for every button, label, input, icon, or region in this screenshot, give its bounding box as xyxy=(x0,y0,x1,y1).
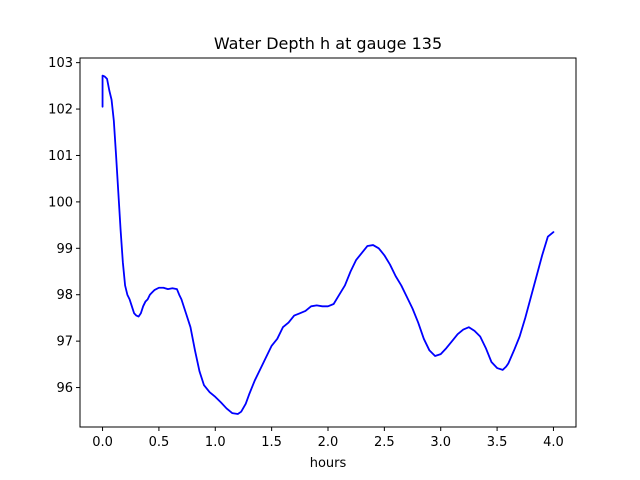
x-tick-label: 1.5 xyxy=(261,435,282,450)
y-tick-label: 99 xyxy=(56,242,73,257)
x-tick-label: 3.0 xyxy=(430,435,451,450)
x-axis-ticks: 0.0 0.5 1.0 1.5 2.0 2.5 3.0 3.5 4.0 xyxy=(92,427,564,450)
y-axis-ticks: 96 97 98 99 100 101 102 103 xyxy=(48,56,80,396)
x-tick-label: 2.5 xyxy=(374,435,395,450)
y-tick-label: 100 xyxy=(48,195,73,210)
y-tick-label: 102 xyxy=(48,103,73,118)
y-tick-label: 103 xyxy=(48,56,73,71)
x-tick-label: 3.5 xyxy=(487,435,508,450)
series-layer xyxy=(101,74,555,415)
y-tick-label: 96 xyxy=(56,381,73,396)
y-tick-label: 97 xyxy=(56,335,73,350)
x-tick-label: 1.0 xyxy=(205,435,226,450)
x-tick-label: 0.5 xyxy=(149,435,170,450)
series-line-0 xyxy=(101,74,555,415)
x-tick-label: 0.0 xyxy=(92,435,113,450)
y-tick-label: 101 xyxy=(48,149,73,164)
plot-area-frame xyxy=(79,57,577,428)
chart-title: Water Depth h at gauge 135 xyxy=(214,34,442,53)
x-axis-label: hours xyxy=(310,456,347,471)
x-tick-label: 2.0 xyxy=(318,435,339,450)
x-tick-label: 4.0 xyxy=(543,435,564,450)
y-tick-label: 98 xyxy=(56,288,73,303)
